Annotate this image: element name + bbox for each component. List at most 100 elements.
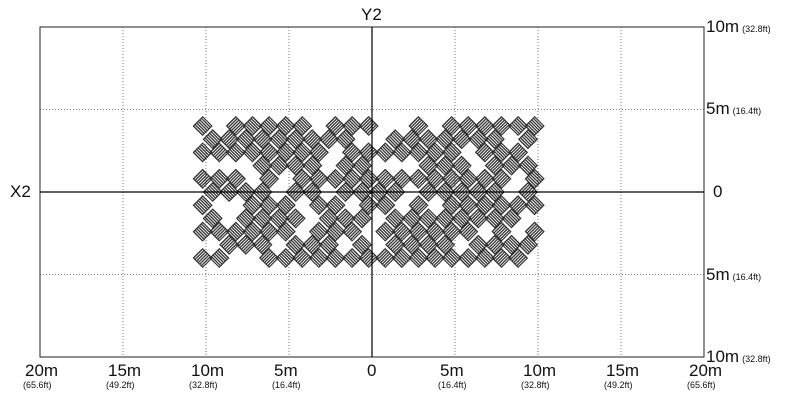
pattern-tile — [468, 208, 489, 229]
pattern-tile — [408, 142, 429, 163]
pattern-tile — [342, 247, 363, 269]
pattern-tile — [318, 234, 339, 255]
pattern-tile — [375, 142, 396, 163]
pattern-tile — [209, 168, 230, 189]
pattern-tile — [308, 247, 329, 269]
x-tick-sublabel: (16.4ft) — [272, 380, 301, 390]
y-tick-label: 0 — [713, 183, 722, 200]
pattern-tile — [242, 195, 263, 216]
pattern-tile — [252, 129, 273, 150]
pattern-tile — [458, 195, 479, 216]
pattern-tile — [418, 234, 439, 255]
pattern-tile — [292, 168, 313, 189]
pattern-tile — [418, 129, 439, 150]
pattern-tile — [391, 142, 412, 163]
pattern-tile — [225, 221, 246, 242]
pattern-tile — [425, 168, 446, 189]
y-tick-label: 5m (16.4ft) — [706, 100, 761, 117]
pattern-tile — [302, 234, 323, 255]
pattern-tile — [259, 195, 280, 216]
pattern-tile — [501, 208, 522, 229]
pattern-tile — [491, 221, 512, 242]
pattern-tile — [325, 195, 346, 216]
pattern-tile — [259, 221, 280, 242]
pattern-tile — [517, 234, 539, 255]
pattern-tile — [335, 155, 356, 176]
pattern-tile — [192, 168, 213, 189]
pattern-tile — [225, 142, 246, 163]
pattern-tile — [252, 155, 273, 176]
pattern-tile — [508, 115, 529, 137]
pattern-tile — [342, 142, 363, 163]
pattern-tile — [285, 129, 306, 150]
pattern-tile — [192, 195, 213, 216]
y-tick-main: 5m — [706, 265, 730, 284]
pattern-tile — [458, 115, 479, 137]
light-pattern — [192, 115, 545, 269]
pattern-tile — [441, 221, 462, 242]
pattern-tile — [292, 142, 313, 163]
pattern-tile — [508, 195, 529, 216]
pattern-tile — [275, 221, 296, 242]
pattern-tile — [285, 155, 306, 176]
pattern-tile — [517, 181, 539, 203]
pattern-tile — [524, 221, 545, 242]
x-tick-label: 15m — [108, 361, 142, 380]
x-tick-sublabel: (32.8ft) — [189, 380, 218, 390]
pattern-tile — [242, 221, 263, 242]
pattern-tile — [268, 129, 290, 150]
pattern-tile — [308, 142, 329, 163]
pattern-tile — [325, 247, 346, 269]
pattern-tile — [325, 115, 346, 137]
pattern-tile — [302, 155, 323, 176]
pattern-tile — [242, 142, 263, 163]
pattern-tile — [219, 129, 240, 150]
pattern-tile — [385, 234, 406, 255]
pattern-tile — [408, 168, 429, 189]
pattern-tile — [259, 142, 280, 163]
pattern-tile — [351, 155, 373, 176]
pattern-tile — [335, 129, 356, 150]
pattern-tile — [209, 247, 230, 269]
pattern-tile — [192, 115, 213, 137]
pattern-tile — [474, 115, 495, 137]
pattern-tile — [358, 195, 379, 216]
x-tick-sublabel: (49.2ft) — [604, 380, 633, 390]
pattern-tile — [268, 208, 290, 229]
pattern-tile — [524, 168, 545, 189]
pattern-tile — [318, 129, 339, 150]
pattern-tile — [252, 234, 273, 255]
pattern-tile — [491, 115, 512, 137]
pattern-tile — [225, 115, 246, 137]
y-tick-label: 10m (32.8ft) — [706, 18, 771, 35]
pattern-tile — [192, 221, 213, 242]
x-tick-sublabel: (49.2ft) — [106, 380, 135, 390]
x-tick-label: 15m — [606, 361, 640, 380]
pattern-tile — [524, 195, 545, 216]
pattern-tile — [351, 234, 373, 255]
pattern-tile — [385, 208, 406, 229]
pattern-tile — [202, 208, 223, 229]
pattern-tile — [342, 168, 363, 189]
pattern-tile — [285, 234, 306, 255]
pattern-tile — [508, 142, 529, 163]
pattern-tile — [259, 115, 280, 137]
y-tick-main: 10m — [706, 17, 740, 36]
pattern-tile — [285, 208, 306, 229]
y-tick-sublabel: (32.8ft) — [742, 24, 771, 34]
pattern-tile — [275, 115, 296, 137]
pattern-tile — [325, 168, 346, 189]
pattern-tile — [259, 247, 280, 269]
pattern-tile — [451, 155, 472, 176]
pattern-tile — [474, 142, 495, 163]
pattern-tile — [268, 155, 290, 176]
pattern-tile — [325, 221, 346, 242]
pattern-tile — [391, 247, 412, 269]
pattern-tile — [434, 129, 456, 150]
x-tick-label: 10m — [191, 361, 225, 380]
pattern-tile — [192, 142, 213, 163]
y-tick-main: 10m — [706, 347, 740, 366]
pattern-tile — [491, 247, 512, 269]
pattern-tile — [391, 168, 412, 189]
x-axis-label: X2 — [10, 182, 31, 201]
